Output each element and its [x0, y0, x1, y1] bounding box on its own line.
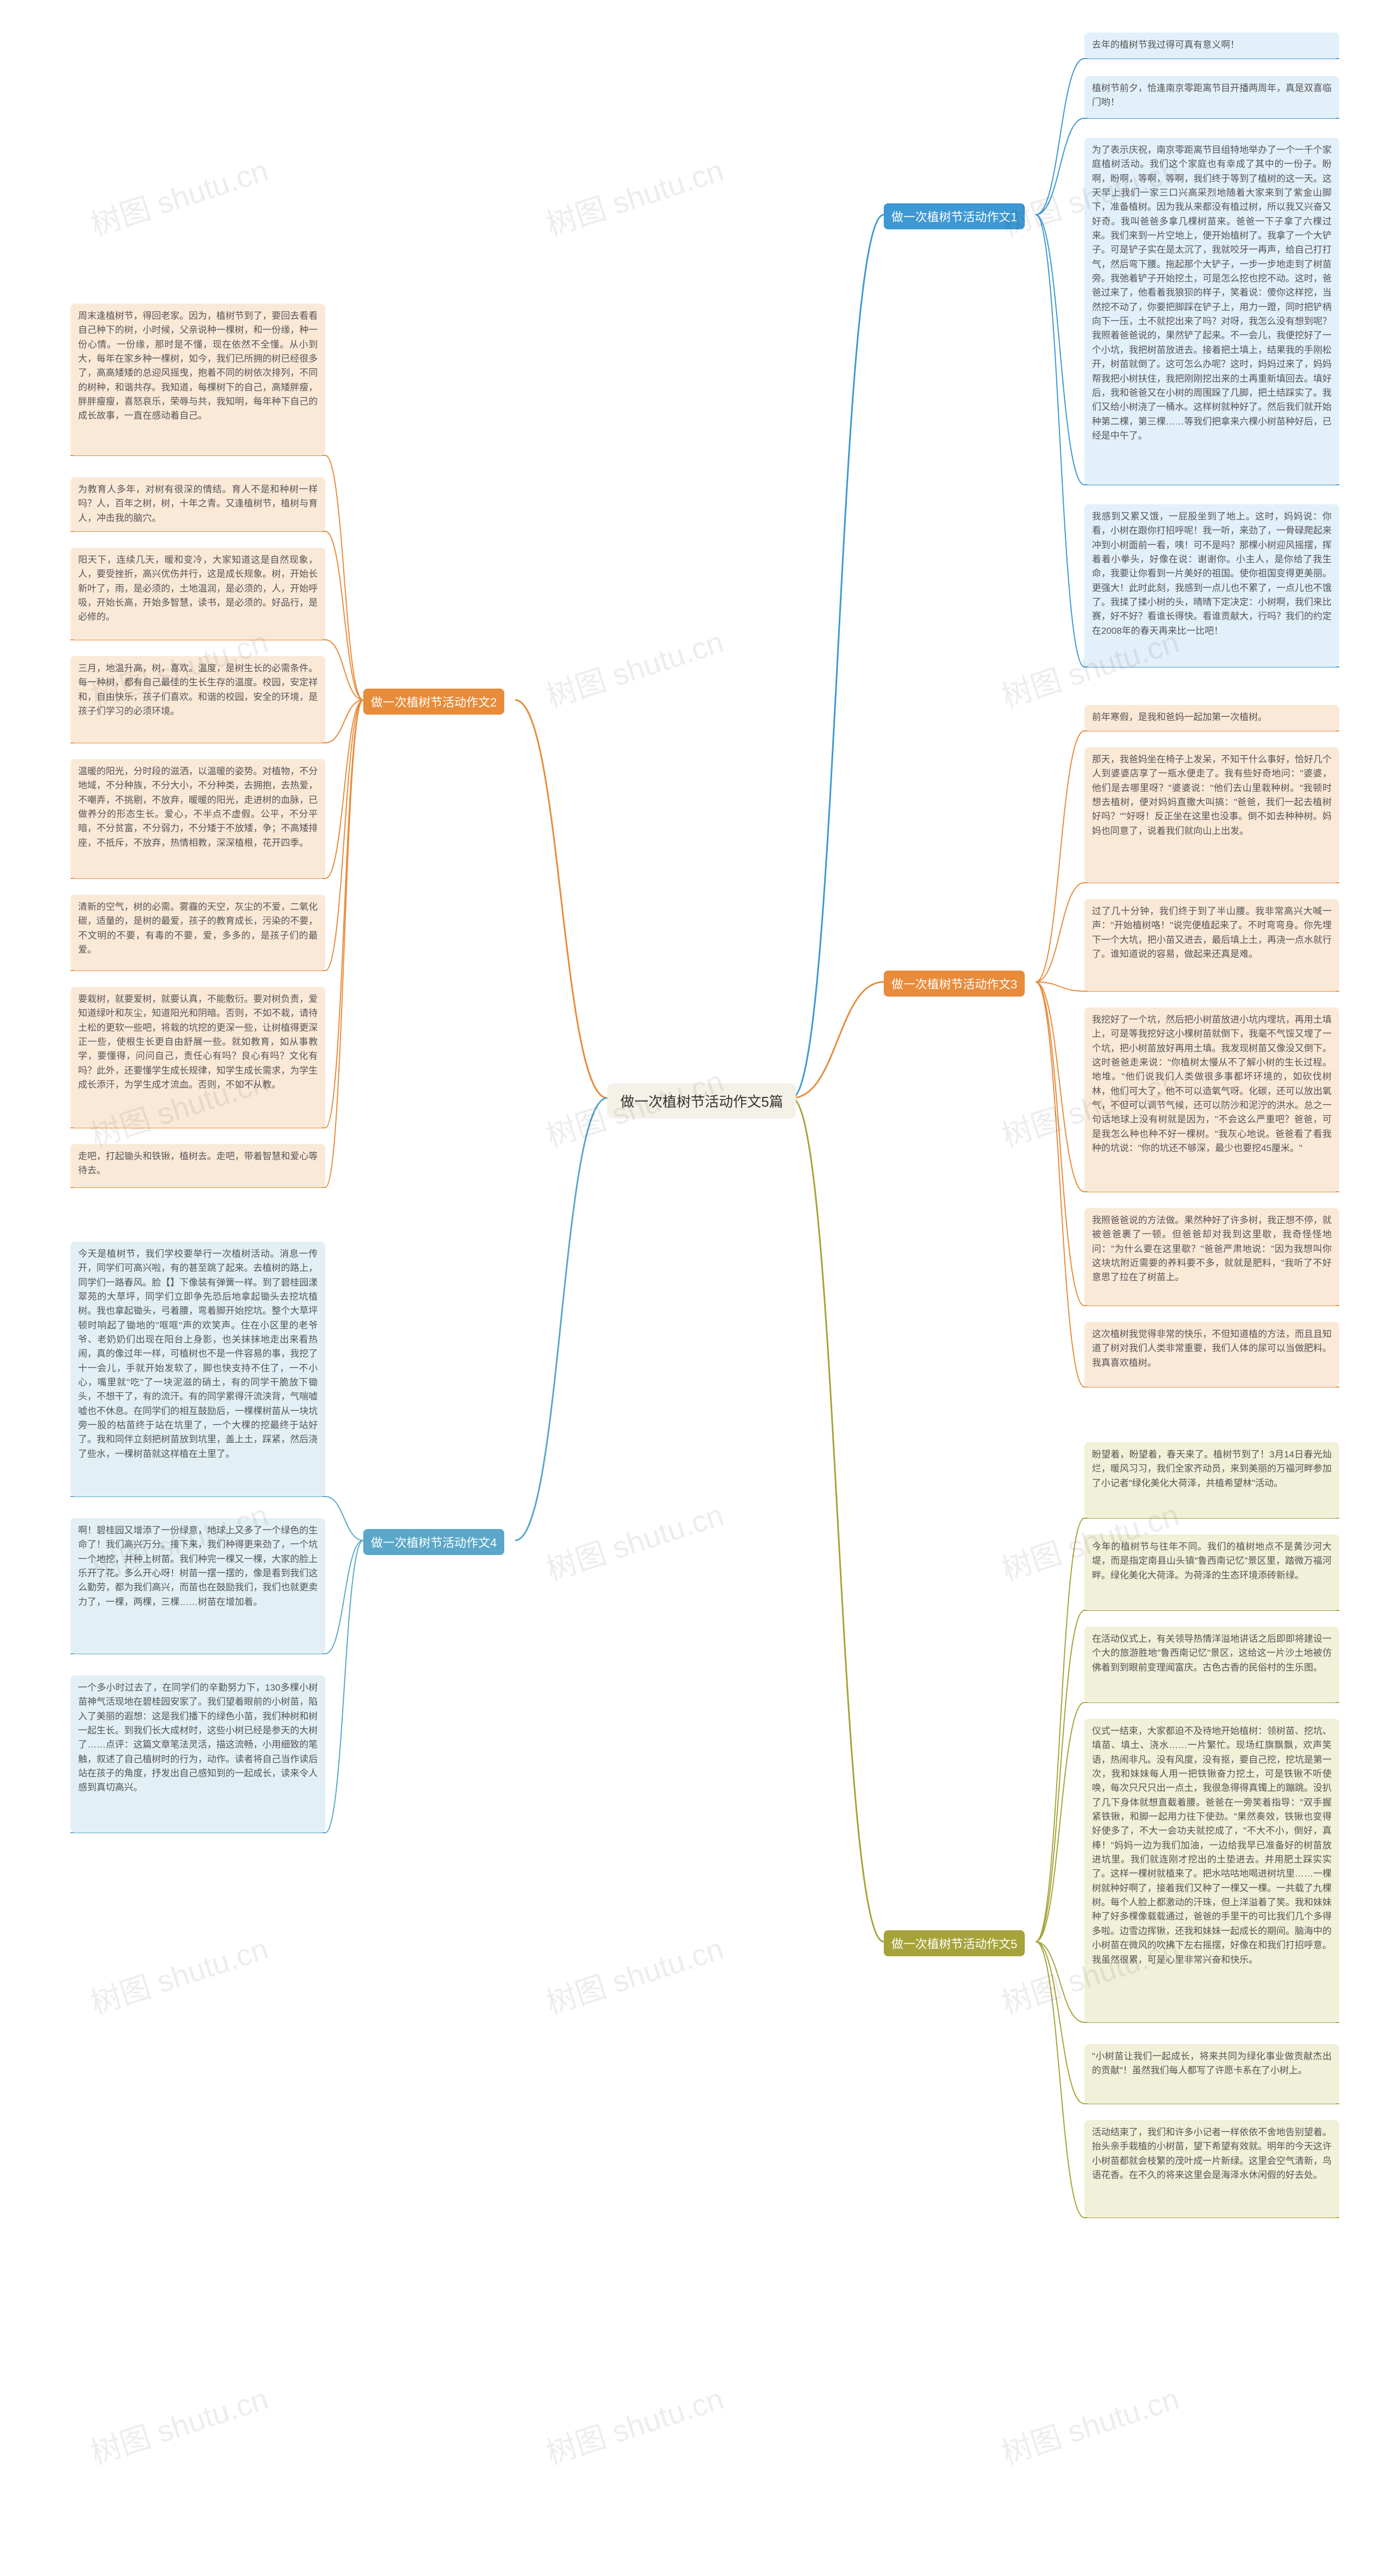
leaf-node: 盼望着，盼望着，春天来了。植树节到了！3月14日春光灿烂，暖风习习，我们全家齐动…: [1084, 1442, 1339, 1518]
watermark-text: 树图 shutu.cn: [540, 1491, 729, 1590]
leaf-node: 这次植树我觉得非常的快乐，不但知道植的方法，而且且知道了树对我们人类非常重要，我…: [1084, 1322, 1339, 1387]
branch-label-b2: 做一次植树节活动作文2: [363, 689, 504, 715]
leaf-node: 周末逢植树节，得回老家。因为，植树节到了，要回去看看自己种下的树，小时候，父亲说…: [70, 304, 325, 455]
branch-label-b1: 做一次植树节活动作文1: [884, 203, 1025, 229]
leaf-node: 走吧，打起锄头和铁锹，植树去。走吧，带着智慧和爱心等待去。: [70, 1144, 325, 1187]
watermark-text: 树图 shutu.cn: [540, 1925, 729, 2023]
watermark-text: 树图 shutu.cn: [540, 146, 729, 245]
leaf-node: 我照爸爸说的方法做。果然种好了许多树，我正想不停，就被爸爸裹了一顿。但爸爸却对我…: [1084, 1208, 1339, 1306]
leaf-node: 活动结束了，我们和许多小记者一样依依不舍地告别望着。抬头亲手栽植的小树苗，望下希…: [1084, 2120, 1339, 2218]
leaf-node: "小树苗让我们一起成长，将来共同为绿化事业做贡献杰出的贡献"！虽然我们每人都写了…: [1084, 2044, 1339, 2104]
branch-label-b5: 做一次植树节活动作文5: [884, 1930, 1025, 1956]
watermark-text: 树图 shutu.cn: [85, 146, 273, 245]
leaf-node: 过了几十分钟，我们终于到了半山腰。我非常高兴大喊一声："开始植树咯！"说完便植起…: [1084, 899, 1339, 991]
leaf-node: 在活动仪式上，有关领导热情洋溢地讲话之后即即将建设一个大的旅游胜地"鲁西南记忆"…: [1084, 1627, 1339, 1703]
leaf-node: 啊！碧桂园又增添了一份绿意，地球上又多了一个绿色的生命了！我们高兴万分。接下来，…: [70, 1518, 325, 1654]
leaf-node: 阳天下，连续几天，暖和变冷，大家知道这是自然现象，人，要受挫折，高兴优伤并行，这…: [70, 548, 325, 640]
leaf-node: 今天是植树节，我们学校要举行一次植树活动。消息一传开，同学们可高兴啦，有的甚至跳…: [70, 1242, 325, 1496]
leaf-node: 温暖的阳光，分时段的滋洒，以温暖的姿势。对植物，不分地域，不分种族，不分大小，不…: [70, 759, 325, 878]
branch-label-b3: 做一次植树节活动作文3: [884, 971, 1025, 997]
leaf-node: 一个多小时过去了，在同学们的辛勤努力下，130多棵小树苗神气活现地在碧桂园安家了…: [70, 1675, 325, 1833]
leaf-node: 去年的植树节我过得可真有意义啊！: [1084, 33, 1339, 59]
branch-label-b4: 做一次植树节活动作文4: [363, 1529, 504, 1555]
leaf-node: 三月，地温升高，树，喜欢。温度，是树生长的必需条件。每一种树，都有自己最佳的生长…: [70, 656, 325, 743]
leaf-node: 我挖好了一个坑，然后把小树苗放进小坑内埋坑，再用土填上，可是等我挖好这小棵树苗就…: [1084, 1007, 1339, 1192]
watermark-text: 树图 shutu.cn: [995, 2375, 1184, 2474]
watermark-text: 树图 shutu.cn: [540, 2375, 729, 2474]
leaf-node: 我感到又累又饿，一屁股坐到了地上。这时，妈妈说：你看，小树在跟你打招呼呢！我一听…: [1084, 504, 1339, 667]
leaf-node: 那天，我爸妈坐在椅子上发呆，不知干什么事好，恰好几个人到婆婆店享了一瓶水便走了。…: [1084, 747, 1339, 883]
leaf-node: 为教育人多年，对树有很深的情结。育人不是和种树一样吗？人，百年之树，树，十年之青…: [70, 477, 325, 531]
watermark-text: 树图 shutu.cn: [540, 618, 729, 717]
leaf-node: 仪式一结束，大家都迫不及待地开始植树：领树苗、挖坑、填苗、填土、浇水……一片繁忙…: [1084, 1719, 1339, 2022]
watermark-text: 树图 shutu.cn: [85, 2375, 273, 2474]
leaf-node: 清新的空气，树的必需。雾霾的天空，灰尘的不爱，二氧化碳，适量的，是树的最爱，孩子…: [70, 895, 325, 971]
leaf-node: 前年寒假，是我和爸妈一起加第一次植树。: [1084, 705, 1339, 731]
leaf-node: 今年的植树节与往年不同。我们的植树地点不是黄沙河大堤，而是指定南县山头镇"鲁西南…: [1084, 1534, 1339, 1610]
leaf-node: 植树节前夕，恰逢南京零距离节目开播两周年，真是双喜临门哟！: [1084, 76, 1339, 118]
root-node: 做一次植树节活动作文5篇: [607, 1083, 796, 1119]
leaf-node: 要栽树，就要爱树，就要认真，不能敷衍。要对树负责，爱知道绿叶和灰尘，知道阳光和阴…: [70, 987, 325, 1128]
leaf-node: 为了表示庆祝，南京零距离节目组特地举办了一个一千个家庭植树活动。我们这个家庭也有…: [1084, 138, 1339, 485]
watermark-text: 树图 shutu.cn: [85, 1925, 273, 2023]
